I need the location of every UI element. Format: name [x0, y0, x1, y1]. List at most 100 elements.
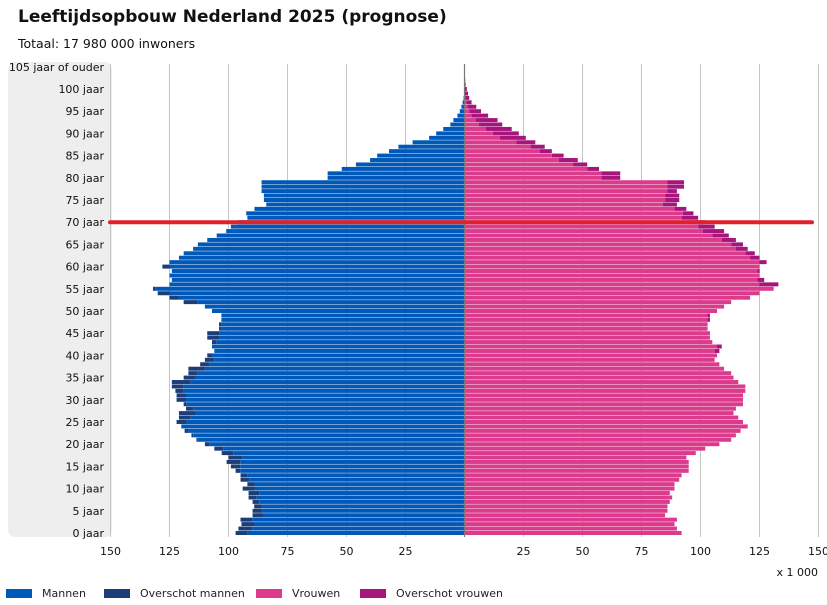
bar-mannen — [327, 175, 465, 180]
bar-mannen — [341, 166, 465, 171]
bar-vrouwen — [464, 357, 715, 362]
bar-overschot-mannen — [162, 264, 170, 269]
bar-mannen — [249, 477, 465, 482]
bar-overschot-vrouwen — [667, 180, 684, 185]
bar-vrouwen — [464, 175, 602, 180]
bar-overschot-mannen — [178, 411, 196, 416]
x-tick-label-left: 150 — [100, 545, 121, 558]
age-row-33 — [171, 384, 746, 389]
bar-vrouwen — [464, 198, 666, 202]
age-row-91 — [443, 126, 512, 131]
bar-overschot-vrouwen — [499, 135, 526, 140]
age-row-35 — [183, 375, 734, 380]
age-row-61 — [169, 260, 767, 265]
age-row-82 — [341, 166, 600, 171]
age-label: 25 jaar — [65, 416, 104, 429]
bar-overschot-vrouwen — [573, 162, 588, 167]
bar-vrouwen — [464, 513, 666, 518]
age-row-62 — [178, 255, 760, 260]
bar-vrouwen — [464, 206, 675, 211]
bar-vrouwen — [464, 251, 746, 256]
bar-vrouwen — [464, 131, 493, 136]
bar-mannen — [169, 260, 465, 265]
bar-mannen — [221, 326, 465, 331]
age-row-85 — [377, 153, 564, 158]
bar-mannen — [261, 180, 465, 185]
bar-vrouwen — [464, 526, 677, 531]
age-row-88 — [412, 140, 536, 145]
bar-mannen — [195, 411, 465, 416]
bar-mannen — [261, 508, 465, 513]
bar-overschot-vrouwen — [464, 82, 466, 87]
bar-overschot-mannen — [183, 402, 187, 407]
bar-mannen — [388, 149, 465, 154]
bar-overschot-vrouwen — [466, 100, 472, 105]
bar-vrouwen — [464, 277, 758, 282]
age-row-66 — [207, 237, 736, 242]
bar-vrouwen — [464, 335, 710, 340]
bar-mannen — [219, 331, 465, 336]
bar-mannen — [155, 286, 465, 291]
bar-vrouwen — [464, 468, 689, 473]
age-row-79 — [261, 180, 684, 185]
age-row-56 — [169, 282, 779, 287]
age-row-9 — [248, 491, 670, 496]
bar-mannen — [221, 313, 465, 318]
age-row-72 — [246, 211, 694, 216]
bar-mannen — [436, 131, 465, 136]
age-row-42 — [211, 344, 722, 349]
age-row-0 — [235, 531, 682, 535]
bar-overschot-mannen — [175, 388, 184, 393]
age-row-1 — [238, 526, 677, 531]
legend-swatch — [360, 589, 386, 598]
age-row-27 — [178, 411, 734, 416]
age-row-23 — [184, 428, 741, 433]
bar-vrouwen — [464, 140, 517, 145]
bar-overschot-mannen — [219, 326, 222, 331]
bar-mannen — [178, 255, 465, 260]
bar-vrouwen — [464, 202, 663, 207]
bar-overschot-vrouwen — [467, 104, 477, 109]
bar-mannen — [171, 269, 465, 274]
bar-overschot-vrouwen — [492, 131, 519, 136]
age-label: 60 jaar — [65, 261, 104, 274]
bar-mannen — [186, 393, 465, 398]
age-row-30 — [176, 397, 743, 402]
bar-mannen — [259, 499, 465, 504]
bar-vrouwen — [464, 353, 718, 358]
age-row-36 — [188, 371, 732, 376]
bar-overschot-vrouwen — [682, 211, 694, 216]
age-label: 85 jaar — [65, 150, 104, 163]
bar-mannen — [252, 517, 465, 522]
age-row-43 — [211, 340, 713, 345]
bar-vrouwen — [464, 384, 746, 389]
age-row-17 — [228, 455, 687, 460]
age-row-97 — [462, 100, 472, 105]
bar-mannen — [247, 215, 465, 220]
bar-overschot-mannen — [204, 442, 210, 447]
bar-mannen — [190, 380, 465, 385]
bar-overschot-mannen — [240, 473, 248, 478]
age-row-67 — [216, 233, 729, 238]
bar-vrouwen — [464, 446, 706, 451]
bar-vrouwen — [464, 499, 670, 504]
age-row-22 — [191, 433, 736, 438]
bar-overschot-mannen — [252, 508, 262, 513]
bar-mannen — [263, 513, 465, 518]
bar-mannen — [169, 282, 465, 287]
bar-vrouwen — [464, 428, 741, 433]
legend-label: Overschot vrouwen — [396, 587, 503, 600]
x-tick-label-right: 75 — [635, 545, 649, 558]
age-row-78 — [261, 184, 684, 189]
bar-overschot-mannen — [238, 526, 253, 531]
age-row-25 — [176, 420, 743, 424]
age-row-94 — [457, 113, 489, 118]
x-tick-label-left: 25 — [399, 545, 413, 558]
bar-overschot-vrouwen — [721, 237, 736, 242]
chart-subtitle: Totaal: 17 980 000 inwoners — [18, 36, 196, 51]
age-row-65 — [197, 242, 743, 247]
age-row-54 — [157, 291, 760, 296]
bar-overschot-vrouwen — [712, 233, 729, 238]
bar-overschot-vrouwen — [540, 149, 552, 154]
bar-vrouwen — [464, 517, 677, 522]
